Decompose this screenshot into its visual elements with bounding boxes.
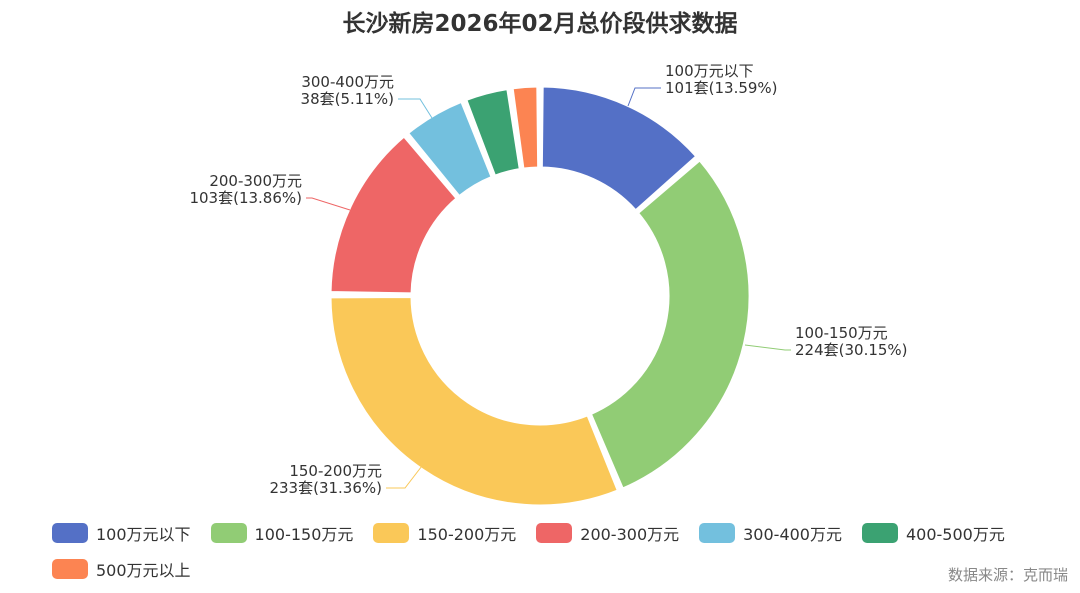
legend-swatch-4 <box>536 523 573 543</box>
legend-label-5: 300-400万元 <box>743 525 842 544</box>
legend-item-1[interactable]: 100万元以下 <box>52 522 191 544</box>
slice-label-2-line-1: 100-150万元 <box>795 324 888 342</box>
label-leader-line-1 <box>627 87 661 107</box>
chart-legend: 100万元以下 100-150万元 150-200万元 200-300万元 300-40… <box>52 522 1062 580</box>
label-leader-line-2 <box>744 344 791 351</box>
slice-label-3-line-2: 233套(31.36%) <box>269 479 382 497</box>
slice-label-3-line-1: 150-200万元 <box>289 462 382 480</box>
donut-slice-2 <box>588 158 752 491</box>
legend-item-2[interactable]: 100-150万元 <box>210 522 354 544</box>
slice-label-5-line-1: 300-400万元 <box>301 73 394 91</box>
slice-label-4-line-1: 200-300万元 <box>209 172 302 190</box>
legend-swatch-5 <box>699 523 736 543</box>
legend-label-4: 200-300万元 <box>580 525 680 544</box>
slice-label-4-line-2: 103套(13.86%) <box>189 189 302 207</box>
legend-swatch-2 <box>210 523 247 543</box>
donut-slice-3 <box>328 295 620 508</box>
legend-item-5[interactable]: 300-400万元 <box>699 522 842 544</box>
legend-label-2: 100-150万元 <box>254 525 354 544</box>
legend-swatch-1 <box>52 523 88 543</box>
slice-label-1-line-2: 101套(13.59%) <box>665 79 778 97</box>
chart-title: 长沙新房2026年02月总价段供求数据 <box>342 11 738 37</box>
label-leader-line-3 <box>386 461 426 489</box>
legend-swatch-3 <box>373 523 410 543</box>
legend-item-4[interactable]: 200-300万元 <box>536 522 679 544</box>
donut-slice-5 <box>405 99 494 199</box>
donut-slice-6 <box>464 86 522 178</box>
legend-item-7[interactable]: 500万元以上 <box>52 558 191 580</box>
donut-slice-1 <box>539 84 699 213</box>
label-leader-line-5 <box>398 98 433 119</box>
legend-label-3: 150-200万元 <box>417 525 517 544</box>
slice-label-5-line-2: 38套(5.11%) <box>301 90 394 108</box>
legend-item-3[interactable]: 150-200万元 <box>373 522 516 544</box>
legend-label-6: 400-500万元 <box>905 525 1005 544</box>
legend-swatch-7 <box>52 559 88 579</box>
legend-label-1: 100万元以下 <box>96 525 191 544</box>
source-note: 数据来源：克而瑞 <box>947 566 1068 584</box>
slice-label-1-line-1: 100万元以下 <box>665 62 754 80</box>
legend-swatch-6 <box>861 523 898 543</box>
legend-item-6[interactable]: 400-500万元 <box>861 522 1005 544</box>
label-leader-line-4 <box>306 197 351 211</box>
donut-slice-4 <box>328 134 459 296</box>
donut-slice-7 <box>510 84 541 171</box>
legend-label-7: 500万元以上 <box>96 561 191 580</box>
slice-label-2-line-2: 224套(30.15%) <box>795 341 908 359</box>
